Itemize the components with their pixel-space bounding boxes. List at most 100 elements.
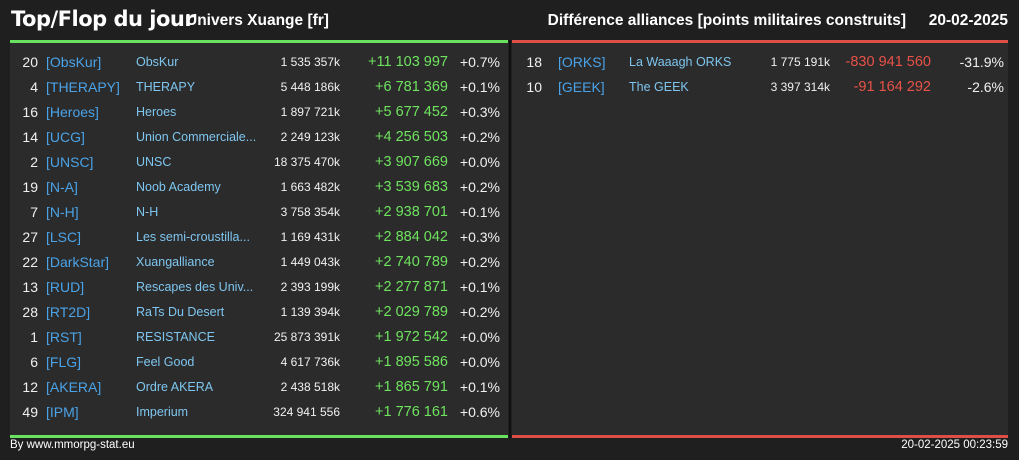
date-label: 20-02-2025 — [928, 12, 1008, 29]
difference-cell: +3 539 683 — [375, 179, 448, 195]
percent-cell: +0.0% — [459, 154, 500, 170]
rank-cell: 28 — [22, 304, 38, 320]
alliance-name-link[interactable]: N-H — [136, 205, 159, 219]
alliance-tag-link[interactable]: [DarkStar] — [46, 254, 110, 270]
difference-cell: -830 941 560 — [845, 54, 931, 70]
alliance-name-link[interactable]: Les semi-croustilla... — [136, 230, 250, 244]
header: Top/Flop du jour Univers Xuange [fr] Dif… — [0, 0, 1019, 40]
alliance-name-link[interactable]: La Waaagh ORKS — [629, 55, 732, 69]
alliance-name-link[interactable]: RaTs Du Desert — [136, 305, 225, 319]
difference-cell: +1 776 161 — [375, 404, 448, 420]
top-row: 16 [Heroes] Heroes 1 897 721k +5 677 452 +0.3… — [10, 100, 508, 125]
source-credit: By www.mmorpg-stat.eu — [10, 439, 135, 451]
alliance-tag-link[interactable]: [IPM] — [46, 404, 79, 420]
alliance-name-link[interactable]: Rescapes des Univ... — [136, 280, 254, 294]
points-cell: 5 448 186k — [280, 80, 340, 94]
rank-cell: 2 — [30, 154, 38, 170]
alliance-tag-link[interactable]: [N-A] — [46, 179, 78, 195]
alliance-name-link[interactable]: THERAPY — [136, 80, 196, 94]
rank-cell: 13 — [22, 279, 38, 295]
alliance-tag-link[interactable]: [RST] — [46, 329, 82, 345]
top-row: 19 [N-A] Noob Academy 1 663 482k +3 539 683 +… — [10, 175, 508, 200]
top-row: 28 [RT2D] RaTs Du Desert 1 139 394k +2 029 7… — [10, 300, 508, 325]
percent-cell: +0.1% — [459, 204, 500, 220]
alliance-tag-link[interactable]: [Heroes] — [46, 104, 99, 120]
rank-cell: 4 — [30, 79, 38, 95]
rank-cell: 18 — [526, 54, 542, 70]
points-cell: 3 397 314k — [770, 80, 830, 94]
alliance-name-link[interactable]: Noob Academy — [136, 180, 221, 194]
difference-cell: +4 256 503 — [375, 129, 448, 145]
points-cell: 1 897 721k — [280, 105, 340, 119]
points-cell: 1 139 394k — [280, 305, 340, 319]
percent-cell: +0.2% — [459, 179, 500, 195]
rank-cell: 10 — [526, 79, 542, 95]
alliance-tag-link[interactable]: [RUD] — [46, 279, 85, 295]
alliance-name-link[interactable]: Heroes — [136, 105, 177, 119]
difference-cell: +11 103 997 — [368, 54, 448, 70]
alliance-name-link[interactable]: RESISTANCE — [136, 330, 215, 344]
rank-cell: 7 — [30, 204, 38, 220]
alliance-name-link[interactable]: Ordre AKERA — [136, 380, 214, 394]
rank-cell: 14 — [22, 129, 38, 145]
difference-cell: +1 865 791 — [375, 379, 448, 395]
top-row: 6 [FLG] Feel Good 4 617 736k +1 895 586 +0.0% — [10, 350, 508, 375]
alliance-tag-link[interactable]: [ObsKur] — [46, 54, 102, 70]
alliance-tag-link[interactable]: [UCG] — [46, 129, 85, 145]
alliance-name-link[interactable]: Imperium — [136, 405, 189, 419]
top-row: 14 [UCG] Union Commerciale... 2 249 123k +4 … — [10, 125, 508, 150]
percent-cell: +0.3% — [459, 229, 500, 245]
alliance-tag-link[interactable]: [RT2D] — [46, 304, 91, 320]
alliance-tag-link[interactable]: [ORKS] — [558, 54, 606, 70]
top-row: 4 [THERAPY] THERAPY 5 448 186k +6 781 369 +0.… — [10, 75, 508, 100]
difference-cell: +2 740 789 — [375, 254, 448, 270]
difference-cell: +3 907 669 — [375, 154, 448, 170]
points-cell: 1 535 357k — [280, 55, 340, 69]
percent-cell: +0.7% — [459, 54, 500, 70]
difference-cell: +1 972 542 — [375, 329, 448, 345]
alliance-tag-link[interactable]: [FLG] — [46, 354, 82, 370]
rank-cell: 16 — [22, 104, 38, 120]
points-cell: 18 375 470k — [273, 155, 340, 169]
alliance-name-link[interactable]: Feel Good — [136, 355, 195, 369]
percent-cell: -2.6% — [967, 79, 1004, 95]
difference-cell: +5 677 452 — [375, 104, 448, 120]
percent-cell: +0.2% — [459, 254, 500, 270]
top-row: 13 [RUD] Rescapes des Univ... 2 393 199k +2 … — [10, 275, 508, 300]
panel-divider — [509, 40, 511, 438]
difference-cell: +1 895 586 — [375, 354, 448, 370]
alliance-tag-link[interactable]: [LSC] — [46, 229, 82, 245]
top-row: 7 [N-H] N-H 3 758 354k +2 938 701 +0.1% — [10, 200, 508, 225]
points-cell: 324 941 556 — [273, 405, 340, 419]
points-cell: 1 449 043k — [280, 255, 340, 269]
points-cell: 1 169 431k — [280, 230, 340, 244]
top-row: 27 [LSC] Les semi-croustilla... 1 169 431k +… — [10, 225, 508, 250]
alliance-name-link[interactable]: ObsKur — [136, 55, 179, 69]
rank-cell: 27 — [22, 229, 38, 245]
points-cell: 2 438 518k — [280, 380, 340, 394]
alliance-tag-link[interactable]: [UNSC] — [46, 154, 94, 170]
flop-row: 18 [ORKS] La Waaagh ORKS 1 775 191k -830 941… — [512, 50, 1008, 75]
alliance-tag-link[interactable]: [THERAPY] — [46, 79, 120, 95]
rank-cell: 19 — [22, 179, 38, 195]
alliance-name-link[interactable]: Xuangalliance — [136, 255, 215, 269]
percent-cell: +0.0% — [459, 329, 500, 345]
difference-cell: +2 884 042 — [375, 229, 448, 245]
percent-cell: +0.2% — [459, 304, 500, 320]
points-cell: 4 617 736k — [280, 355, 340, 369]
percent-cell: +0.6% — [459, 404, 500, 420]
top-row: 2 [UNSC] UNSC 18 375 470k +3 907 669 +0.0% — [10, 150, 508, 175]
percent-cell: +0.3% — [459, 104, 500, 120]
alliance-tag-link[interactable]: [GEEK] — [558, 79, 605, 95]
alliance-name-link[interactable]: Union Commerciale... — [136, 130, 257, 144]
flop-row: 10 [GEEK] The GEEK 3 397 314k -91 164 292 -2.… — [512, 75, 1008, 100]
universe-label: Univers Xuange [fr] — [186, 12, 329, 29]
points-cell: 1 663 482k — [280, 180, 340, 194]
percent-cell: +0.1% — [459, 79, 500, 95]
alliance-name-link[interactable]: UNSC — [136, 155, 172, 169]
percent-cell: +0.2% — [459, 129, 500, 145]
alliance-tag-link[interactable]: [AKERA] — [46, 379, 102, 395]
alliance-name-link[interactable]: The GEEK — [629, 80, 689, 94]
rank-cell: 12 — [22, 379, 38, 395]
alliance-tag-link[interactable]: [N-H] — [46, 204, 79, 220]
